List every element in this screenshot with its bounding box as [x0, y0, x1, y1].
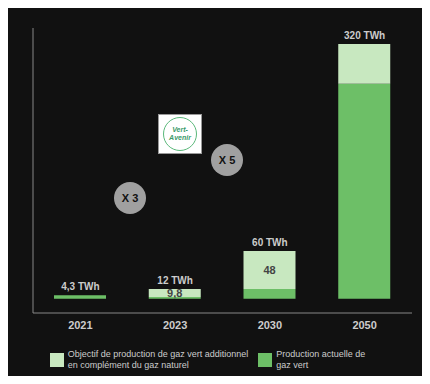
svg-text:4,3 TWh: 4,3 TWh: [61, 281, 99, 292]
svg-text:48: 48: [263, 264, 275, 276]
svg-text:12 TWh: 12 TWh: [157, 275, 193, 286]
html-text:X 3: X 3: [121, 192, 139, 204]
svg-text:2050: 2050: [352, 319, 376, 331]
svg-text:2023: 2023: [163, 319, 187, 331]
html-text:Objectif de production de gaz: Objectif de production de gaz vert addit…: [67, 349, 249, 370]
svg-text:2021: 2021: [68, 319, 92, 331]
html-text:Vert- Avenir: Vert- Avenir: [169, 126, 191, 141]
svg-text:2030: 2030: [258, 319, 282, 331]
html-text:X 5: X 5: [218, 154, 236, 166]
svg-text:60 TWh: 60 TWh: [252, 237, 288, 248]
svg-text:320 TWh: 320 TWh: [344, 30, 385, 41]
html-text:Production actuelle de gaz ver: Production actuelle de gaz vert: [276, 349, 366, 370]
svg-text:9,8: 9,8: [167, 287, 182, 299]
